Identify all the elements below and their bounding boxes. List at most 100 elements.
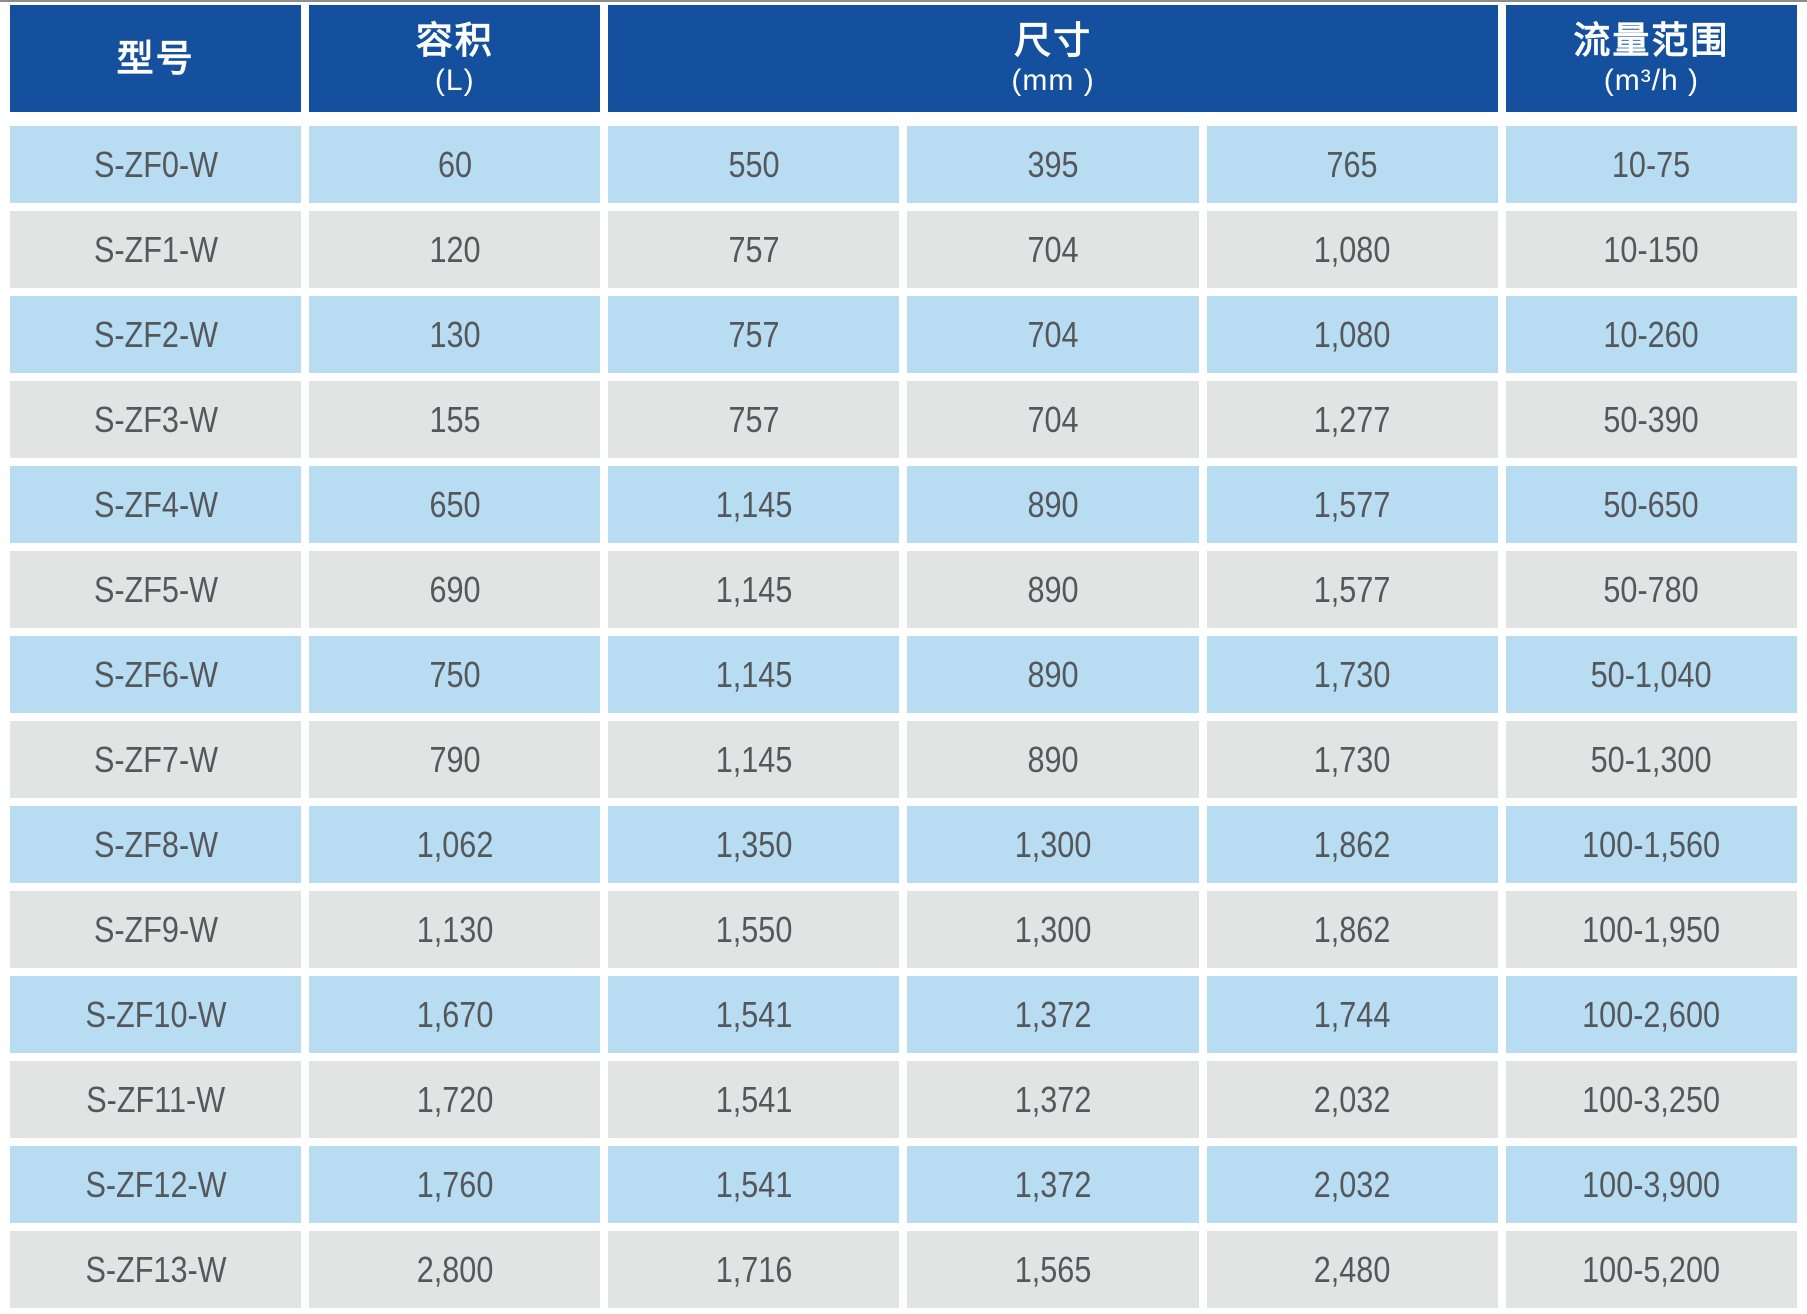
model-cell-value: S-ZF3-W [93,398,218,440]
flow-range-cell: 100-2,600 [1505,976,1797,1053]
model-cell: S-ZF4-W [10,466,302,543]
volume-cell-value: 1,062 [416,823,494,865]
dim-height-cell: 765 [1206,126,1498,203]
dim-height-cell: 1,744 [1206,976,1498,1053]
dim-depth-cell-value: 890 [1027,653,1079,695]
volume-cell-value: 155 [429,398,481,440]
volume-cell-value: 1,760 [416,1163,494,1205]
dim-width-cell-value: 1,145 [715,568,793,610]
volume-cell-value: 1,130 [416,908,494,950]
flow-range-cell-value: 100-5,200 [1582,1248,1721,1290]
volume-cell-value: 2,800 [416,1248,494,1290]
flow-range-cell: 100-3,250 [1505,1061,1797,1138]
flow-range-cell-value: 10-150 [1603,228,1700,270]
flow-range-cell: 100-1,950 [1505,891,1797,968]
volume-cell-value: 1,670 [416,993,494,1035]
volume-cell: 1,062 [309,806,601,883]
model-cell: S-ZF13-W [10,1231,302,1308]
dim-width-cell: 1,145 [608,721,900,798]
dim-height-cell: 1,862 [1206,891,1498,968]
dim-height-cell: 1,577 [1206,466,1498,543]
dim-width-cell: 757 [608,296,900,373]
dim-depth-cell: 395 [907,126,1199,203]
volume-cell-value: 1,720 [416,1078,494,1120]
volume-cell: 1,670 [309,976,601,1053]
dim-width-cell: 1,145 [608,466,900,543]
volume-cell: 120 [309,211,601,288]
model-cell: S-ZF9-W [10,891,302,968]
dim-width-cell: 1,541 [608,1146,900,1223]
flow-range-cell-value: 50-390 [1603,398,1700,440]
model-cell-value: S-ZF12-W [85,1163,227,1205]
dim-width-cell-value: 1,145 [715,653,793,695]
dim-width-cell: 550 [608,126,900,203]
volume-cell: 690 [309,551,601,628]
dim-height-cell-value: 1,862 [1313,823,1391,865]
dim-width-cell-value: 1,716 [715,1248,793,1290]
dim-depth-cell: 704 [907,381,1199,458]
model-cell-value: S-ZF10-W [85,993,227,1035]
dim-depth-cell: 704 [907,296,1199,373]
dim-height-cell: 1,730 [1206,721,1498,798]
flow-range-cell: 100-5,200 [1505,1231,1797,1308]
header-cell-model: 型号 [10,5,302,112]
dim-height-cell-value: 2,032 [1313,1078,1391,1120]
flow-range-cell-value: 50-1,300 [1591,738,1712,780]
dim-depth-cell-value: 1,565 [1014,1248,1092,1290]
flow-range-cell: 10-150 [1505,211,1797,288]
header-volume-unit: (L) [434,63,475,97]
model-cell-value: S-ZF9-W [93,908,218,950]
dim-depth-cell-value: 704 [1027,228,1079,270]
dim-width-cell: 1,145 [608,636,900,713]
top-divider-line [0,0,1807,2]
header-cell-volume: 容积 (L) [309,5,601,112]
dim-height-cell: 1,080 [1206,211,1498,288]
flow-range-cell: 50-780 [1505,551,1797,628]
volume-cell-value: 650 [429,483,481,525]
model-cell: S-ZF1-W [10,211,302,288]
flow-range-cell-value: 50-1,040 [1591,653,1712,695]
volume-cell: 1,720 [309,1061,601,1138]
dim-width-cell-value: 1,550 [715,908,793,950]
dim-height-cell-value: 1,730 [1313,653,1391,695]
dim-height-cell-value: 1,744 [1313,993,1391,1035]
dim-depth-cell-value: 1,372 [1014,1163,1092,1205]
dim-width-cell-value: 757 [728,313,780,355]
flow-range-cell: 50-1,300 [1505,721,1797,798]
dim-height-cell: 1,730 [1206,636,1498,713]
dim-depth-cell: 890 [907,636,1199,713]
model-cell-value: S-ZF0-W [93,143,218,185]
dim-width-cell-value: 1,541 [715,1078,793,1120]
dim-width-cell-value: 550 [728,143,780,185]
model-cell: S-ZF3-W [10,381,302,458]
dim-depth-cell: 1,372 [907,1061,1199,1138]
model-cell: S-ZF8-W [10,806,302,883]
dim-height-cell-value: 1,080 [1313,228,1391,270]
dim-width-cell-value: 1,541 [715,993,793,1035]
volume-cell-value: 750 [429,653,481,695]
model-cell-value: S-ZF8-W [93,823,218,865]
volume-cell: 130 [309,296,601,373]
dim-depth-cell-value: 1,372 [1014,993,1092,1035]
flow-range-cell-value: 50-780 [1603,568,1700,610]
flow-range-cell: 50-390 [1505,381,1797,458]
dim-depth-cell: 1,372 [907,1146,1199,1223]
dim-width-cell: 757 [608,211,900,288]
table-body: S-ZF0-W 60 550 395 765 10-75 S-ZF1-W 120 757 704 1… [10,126,1797,1308]
table-header-row: 型号 容积 (L) 尺寸 (mm ) 流量范围 (m³/h ) [10,5,1797,112]
volume-cell: 155 [309,381,601,458]
dim-height-cell-value: 1,277 [1313,398,1391,440]
dim-height-cell: 1,577 [1206,551,1498,628]
model-cell-value: S-ZF1-W [93,228,218,270]
flow-range-cell-value: 100-3,250 [1582,1078,1721,1120]
volume-cell-value: 790 [429,738,481,780]
model-cell: S-ZF12-W [10,1146,302,1223]
dim-depth-cell-value: 1,300 [1014,908,1092,950]
dim-depth-cell: 890 [907,551,1199,628]
volume-cell: 1,760 [309,1146,601,1223]
dim-depth-cell: 1,300 [907,891,1199,968]
flow-range-cell-value: 100-1,950 [1582,908,1721,950]
model-cell-value: S-ZF5-W [93,568,218,610]
dim-depth-cell-value: 890 [1027,483,1079,525]
header-volume-title: 容积 [415,19,494,61]
